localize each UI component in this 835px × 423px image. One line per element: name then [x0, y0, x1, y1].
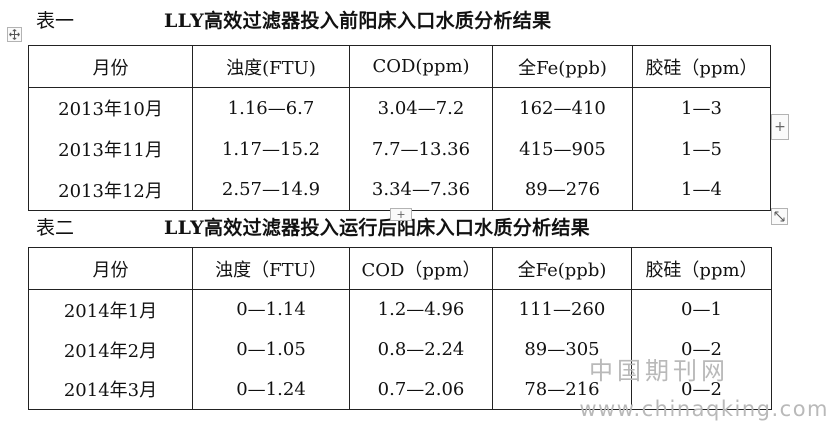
table-cell: 1.2—4.96 — [349, 289, 493, 330]
table-cell: 2013年11月 — [28, 128, 193, 170]
table-cell: 3.34—7.36 — [349, 169, 493, 211]
table-cell: 2.57—14.9 — [192, 169, 350, 211]
table-2-caption-label: 表二 — [36, 217, 75, 239]
table-cell: 0.8—2.24 — [349, 329, 493, 370]
table-cell: 1—5 — [632, 128, 771, 170]
table-2-caption-title: LLY高效过滤器投入运行后阳床入口水质分析结果 — [164, 217, 590, 239]
table-cell: 7.7—13.36 — [349, 128, 493, 170]
plus-icon: + — [774, 119, 786, 135]
table-cell: 78—216 — [492, 369, 632, 410]
table-cell: 1—4 — [632, 169, 771, 211]
table-2-header-row: 月份 浊度（FTU） COD（ppm） 全Fe(ppb) 胶硅（ppm） — [28, 247, 772, 290]
table-cell: 2013年10月 — [28, 87, 193, 129]
table-row: 2013年11月 1.17—15.2 7.7—13.36 415—905 1—5 — [28, 128, 771, 170]
table-move-handle-icon[interactable] — [7, 27, 22, 42]
table-cell: 2014年3月 — [28, 369, 193, 410]
table-cell: 0.7—2.06 — [349, 369, 493, 410]
table-1-header-turbidity: 浊度(FTU) — [192, 45, 350, 88]
table-cell: 162—410 — [492, 87, 633, 129]
table-2-header-cod: COD（ppm） — [349, 247, 493, 290]
table-2: 月份 浊度（FTU） COD（ppm） 全Fe(ppb) 胶硅（ppm） 201… — [28, 247, 772, 410]
table-cell: 1.17—15.2 — [192, 128, 350, 170]
table-1-header-cod: COD(ppm) — [349, 45, 493, 88]
table-row: 2013年10月 1.16—6.7 3.04—7.2 162—410 1—3 — [28, 87, 771, 129]
table-1: 月份 浊度(FTU) COD(ppm) 全Fe(ppb) 胶硅（ppm） 201… — [28, 45, 771, 211]
table-cell: 2013年12月 — [28, 169, 193, 211]
table-2-header-turbidity: 浊度（FTU） — [192, 247, 350, 290]
table-1-header-silica: 胶硅（ppm） — [632, 45, 771, 88]
table-cell: 0—2 — [631, 329, 772, 370]
table-cell: 2014年1月 — [28, 289, 193, 330]
insert-row-button[interactable]: + — [390, 208, 412, 221]
table-2-header-fe: 全Fe(ppb) — [492, 247, 632, 290]
table-cell: 0—1.24 — [192, 369, 350, 410]
table-2-header-month: 月份 — [28, 247, 193, 290]
table-resize-handle[interactable] — [771, 208, 788, 225]
watermark-site-name: 中国期刊网 — [589, 357, 729, 385]
table-1-header-row: 月份 浊度(FTU) COD(ppm) 全Fe(ppb) 胶硅（ppm） — [28, 45, 771, 88]
table-row: 2014年2月 0—1.05 0.8—2.24 89—305 0—2 — [28, 329, 772, 370]
table-1-header-fe: 全Fe(ppb) — [492, 45, 633, 88]
table-cell: 2014年2月 — [28, 329, 193, 370]
table-cell: 0—1.05 — [192, 329, 350, 370]
watermark-url: www.chinaqking.com — [579, 397, 829, 421]
table-row: 2014年3月 0—1.24 0.7—2.06 78—216 0—2 — [28, 369, 772, 410]
table-cell: 0—1.14 — [192, 289, 350, 330]
table-1-header-month: 月份 — [28, 45, 193, 88]
table-1-caption: 表一 LLY高效过滤器投入前阳床入口水质分析结果 — [36, 8, 796, 34]
move-arrows-icon — [9, 29, 20, 40]
insert-column-button[interactable]: + — [771, 114, 789, 140]
table-row: 2014年1月 0—1.14 1.2—4.96 111—260 0—1 — [28, 289, 772, 330]
table-2-caption: 表二 LLY高效过滤器投入运行后阳床入口水质分析结果 — [36, 215, 796, 241]
table-row: 2013年12月 2.57—14.9 3.34—7.36 89—276 1—4 — [28, 169, 771, 211]
table-cell: 1—3 — [632, 87, 771, 129]
table-1-caption-title: LLY高效过滤器投入前阳床入口水质分析结果 — [164, 10, 552, 32]
resize-arrow-icon — [774, 211, 785, 222]
table-cell: 415—905 — [492, 128, 633, 170]
table-cell: 111—260 — [492, 289, 632, 330]
table-cell: 0—2 — [631, 369, 772, 410]
table-cell: 0—1 — [631, 289, 772, 330]
table-1-caption-label: 表一 — [36, 10, 75, 32]
table-cell: 3.04—7.2 — [349, 87, 493, 129]
table-cell: 1.16—6.7 — [192, 87, 350, 129]
table-2-header-silica: 胶硅（ppm） — [631, 247, 772, 290]
plus-icon: + — [396, 208, 406, 221]
table-cell: 89—276 — [492, 169, 633, 211]
